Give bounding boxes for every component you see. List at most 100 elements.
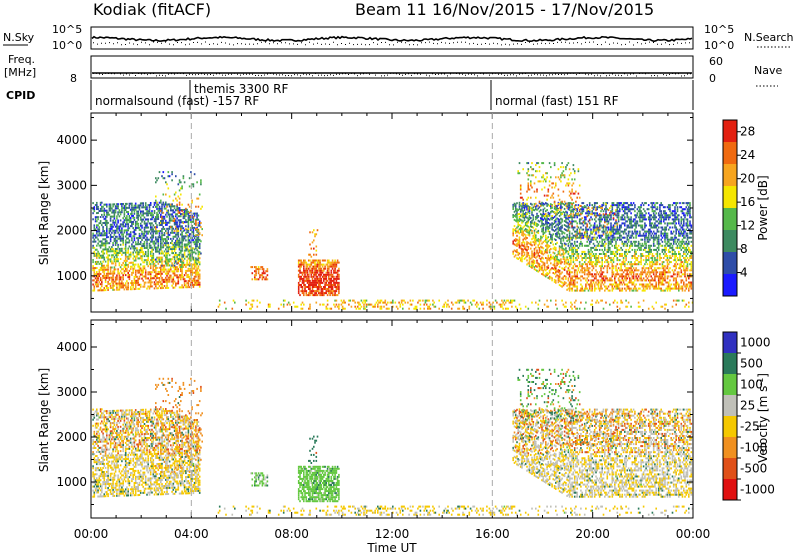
power-cell — [188, 249, 191, 252]
power-cell — [109, 260, 112, 263]
power-cell — [615, 287, 617, 290]
power-cell — [106, 211, 108, 214]
power-cell — [92, 218, 94, 221]
power-cell — [113, 240, 116, 242]
power-cell — [568, 265, 571, 268]
power-cell — [582, 289, 585, 292]
power-cell — [188, 286, 191, 289]
power-cell — [309, 303, 311, 306]
power-cell — [610, 228, 612, 231]
power-cell — [605, 255, 607, 257]
power-cell — [156, 275, 158, 277]
power-cell — [197, 205, 200, 208]
power-cell — [533, 235, 536, 238]
power-cell — [577, 206, 580, 209]
power-cell — [146, 226, 148, 229]
power-cell — [182, 237, 185, 240]
power-cell — [160, 236, 162, 239]
power-cell — [141, 251, 143, 254]
power-cell — [562, 190, 565, 193]
power-cell — [129, 261, 132, 264]
power-cell — [614, 246, 616, 249]
power-cell — [92, 236, 94, 239]
power-cell — [153, 226, 156, 229]
power-cell — [543, 303, 546, 306]
power-cell — [93, 269, 96, 272]
power-cell — [527, 246, 530, 248]
power-cell — [310, 292, 313, 295]
power-cell — [186, 255, 188, 258]
power-cell — [182, 217, 185, 220]
power-cell — [152, 206, 155, 208]
power-cell — [117, 282, 119, 285]
power-cell — [506, 307, 508, 310]
power-cell — [567, 283, 570, 286]
power-cell — [113, 215, 116, 218]
power-cell — [331, 279, 334, 282]
power-cell — [555, 279, 557, 282]
power-cell — [191, 220, 193, 223]
power-cell — [593, 229, 596, 232]
power-cell — [350, 305, 353, 308]
power-cell — [134, 259, 137, 262]
power-cell — [168, 254, 171, 257]
power-cell — [551, 182, 553, 185]
power-cell — [576, 225, 578, 228]
power-cell — [542, 162, 545, 165]
power-cell — [143, 242, 146, 245]
power-cell — [133, 263, 136, 266]
power-cell — [134, 269, 137, 272]
power-cell — [162, 211, 165, 214]
power-cell — [526, 241, 528, 244]
power-cell — [183, 221, 186, 224]
power-cell — [286, 303, 289, 306]
power-cell — [486, 299, 488, 302]
power-cell — [313, 286, 315, 288]
power-cell — [538, 166, 541, 169]
power-cell — [575, 257, 577, 259]
power-cell — [162, 270, 165, 273]
power-cell — [538, 210, 541, 213]
power-cell — [187, 257, 190, 260]
power-cell — [542, 271, 545, 274]
power-cell — [134, 288, 137, 290]
power-cell — [133, 239, 136, 242]
power-cell — [129, 288, 132, 291]
power-cell — [129, 233, 132, 236]
power-cell — [532, 206, 535, 209]
power-cell — [114, 252, 117, 255]
power-cell — [176, 233, 178, 236]
power-cell — [113, 221, 116, 224]
power-cell — [458, 301, 461, 304]
power-cell — [605, 228, 607, 231]
power-cell — [176, 256, 178, 258]
power-cell — [102, 256, 104, 259]
power-cell — [526, 204, 528, 207]
power-cell — [193, 259, 196, 262]
power-cell — [604, 261, 606, 264]
power-cell — [127, 213, 129, 215]
power-cell — [301, 286, 304, 288]
power-cell — [572, 279, 575, 282]
power-cell — [571, 238, 573, 241]
power-cell — [616, 206, 619, 209]
power-cell — [303, 279, 305, 282]
power-cell — [610, 250, 612, 253]
power-cell — [514, 229, 517, 232]
power-cell — [548, 257, 551, 260]
power-cell — [512, 240, 514, 243]
power-cell — [170, 219, 172, 222]
power-cell — [538, 299, 541, 302]
power-cell — [573, 273, 576, 276]
power-cell — [175, 252, 177, 254]
power-cell — [551, 216, 553, 219]
power-cell — [168, 280, 171, 283]
power-cell — [567, 237, 570, 240]
power-cell — [602, 279, 605, 282]
power-cell — [108, 213, 111, 216]
power-cell — [556, 307, 558, 310]
power-cell — [536, 251, 538, 254]
power-cell — [561, 245, 563, 247]
power-cell — [187, 269, 190, 272]
power-cell — [299, 271, 301, 274]
